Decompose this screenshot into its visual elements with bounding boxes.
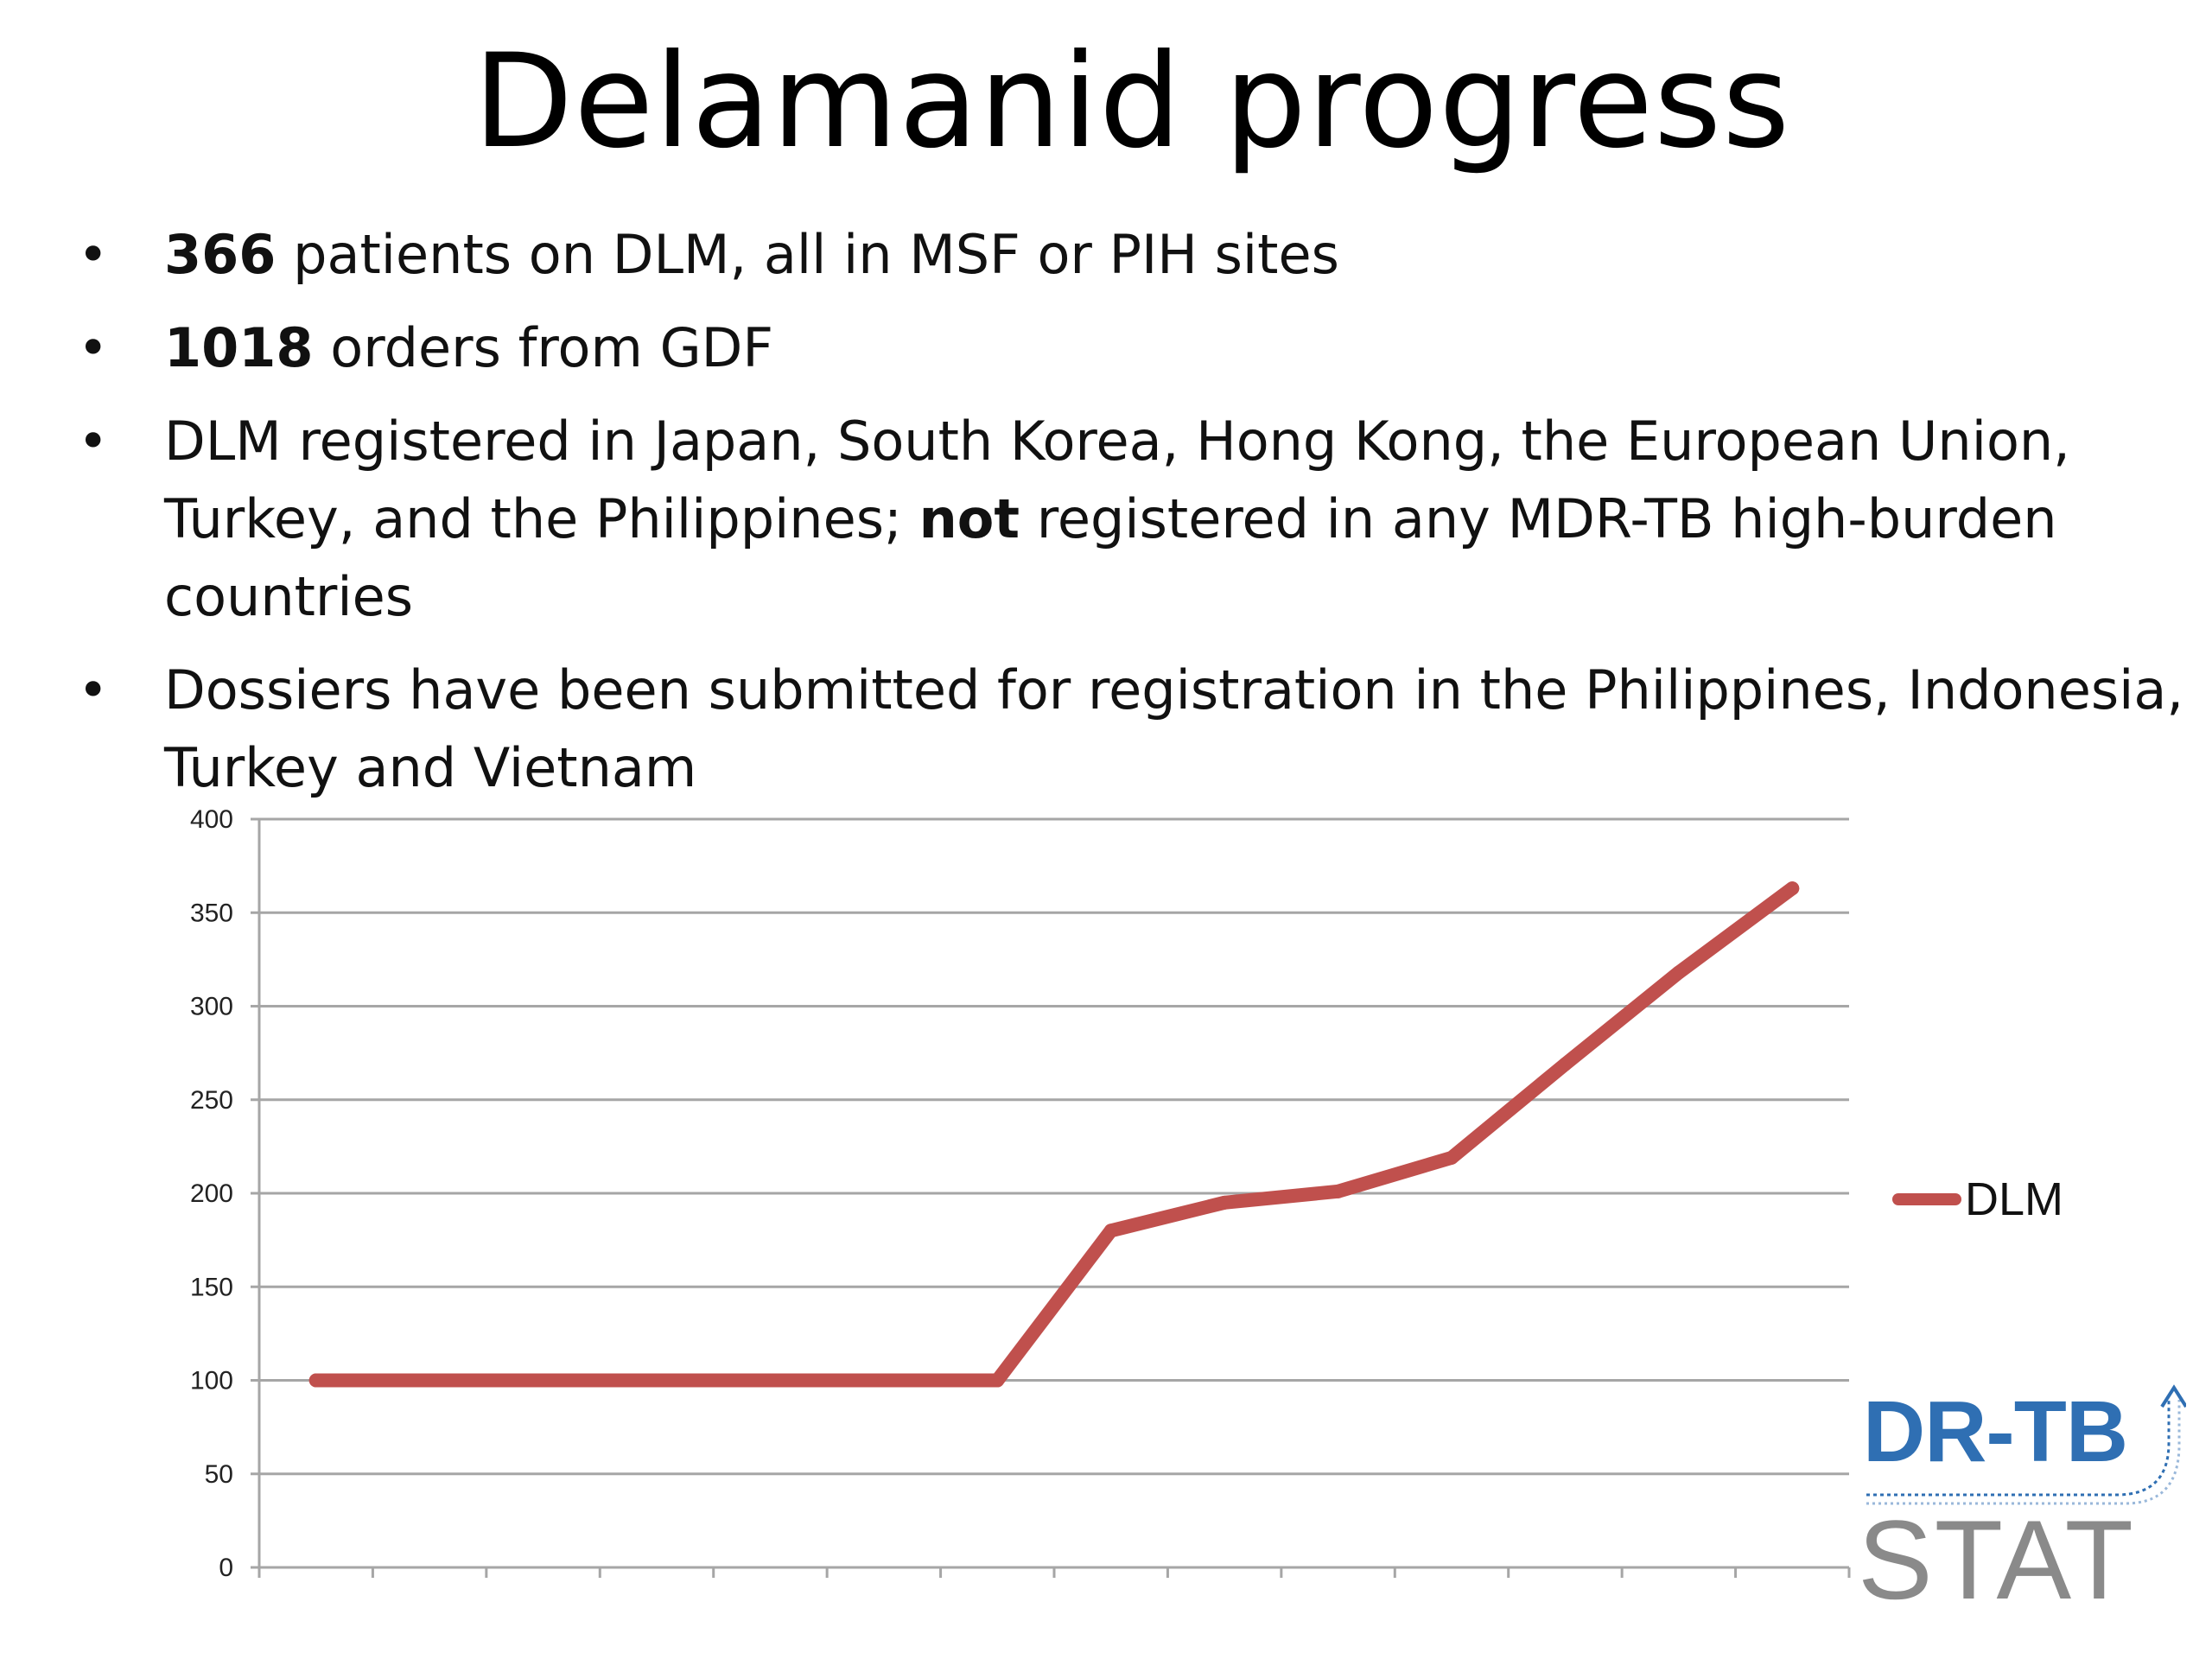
bullet-registration: DLM registered in Japan, South Korea, Ho… [78,403,2186,636]
bullet-list: 366 patients on DLM, all in MSF or PIH s… [78,216,2186,823]
legend-swatch [1892,1193,1961,1205]
bullet-text: registered in any MDR-TB high-burden cou… [164,487,2057,628]
bullet-dossiers: Dossiers have been submitted for registr… [78,652,2186,807]
bullet-text: orders from GDF [313,316,774,379]
title-area: Delamanid progress [0,27,2212,190]
data-point [1331,1184,1345,1198]
y-tick-label: 350 [190,899,233,927]
y-tick-label: 250 [190,1086,233,1115]
data-point [650,1373,664,1388]
data-point [1103,1224,1118,1238]
logo-arrow-icon [1866,1384,2186,1505]
line-chart: 0 50 100 150 200 250 300 350 400 [190,805,1851,1582]
bullet-orders: 1018 orders from GDF [78,309,2186,387]
data-point [308,1373,323,1388]
bullet-bold: not [918,487,1020,550]
chart-legend: DLM [1892,1165,2063,1234]
data-point [1671,965,1686,980]
data-point [1785,881,1800,896]
data-point [876,1373,891,1388]
logo-line1: DR-TB [1863,1383,2128,1480]
bullet-text: Dossiers have been submitted for registr… [164,658,2184,799]
bullet-text: DLM registered in Japan, South Korea, Ho… [164,410,2070,550]
data-point [763,1373,778,1388]
data-point [1445,1150,1459,1165]
y-tick-label: 150 [190,1273,233,1301]
y-tick-label: 300 [190,993,233,1021]
y-tick-label: 100 [190,1367,233,1395]
slide-title: Delamanid progress [473,27,1791,177]
dr-tb-stat-logo: DR-TB STAT [1858,1382,2186,1624]
logo-line2: STAT [1858,1497,2135,1623]
y-tick-label: 50 [205,1460,233,1489]
legend-label: DLM [1965,1173,2064,1225]
bullet-bold: 366 [164,223,276,286]
data-point [1217,1195,1232,1210]
y-tick-label: 0 [219,1554,233,1582]
data-point [536,1373,550,1388]
bullet-bold: 1018 [164,316,314,379]
bullet-text: patients on DLM, all in MSF or PIH sites [276,223,1339,286]
series-line-dlm [308,881,1800,1388]
data-point [423,1373,437,1388]
y-tick-label: 200 [190,1179,233,1208]
y-tick-label: 400 [190,805,233,834]
data-point [990,1373,1005,1388]
data-point [1558,1057,1573,1071]
bullet-patients: 366 patients on DLM, all in MSF or PIH s… [78,216,2186,294]
